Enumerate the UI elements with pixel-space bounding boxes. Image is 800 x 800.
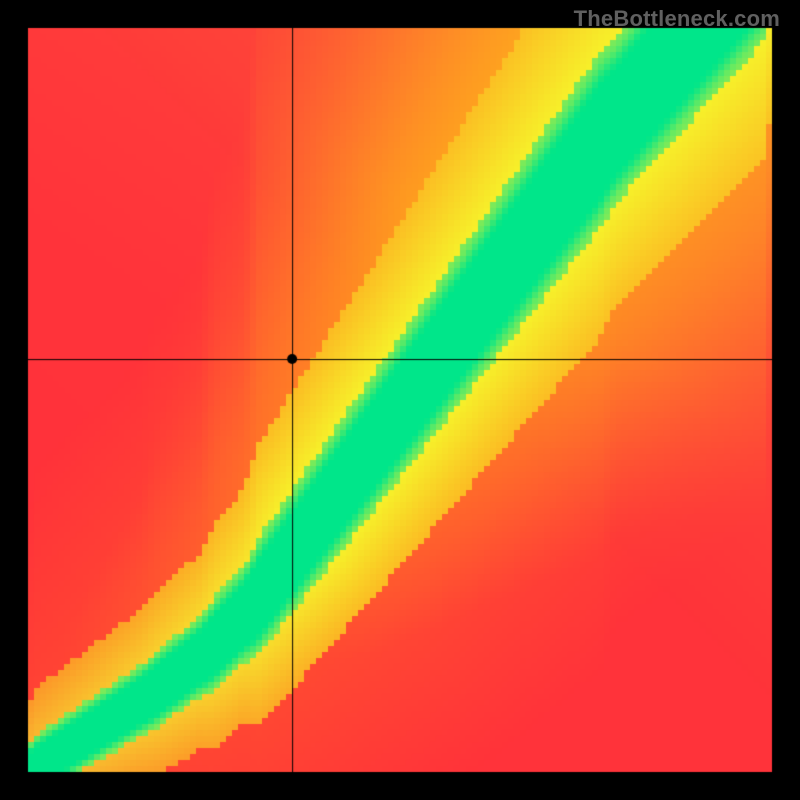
chart-container: TheBottleneck.com bbox=[0, 0, 800, 800]
watermark-text: TheBottleneck.com bbox=[574, 6, 780, 32]
bottleneck-heatmap bbox=[0, 0, 800, 800]
